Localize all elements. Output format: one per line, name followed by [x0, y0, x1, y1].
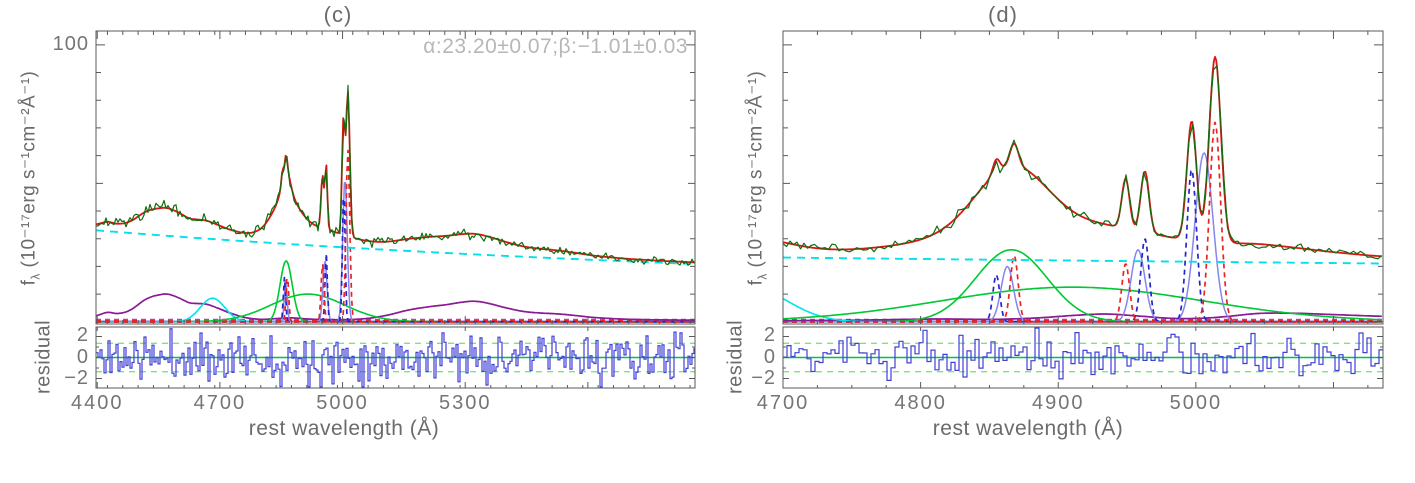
series-oiii5007-wing [783, 121, 1382, 323]
series-total-fit [96, 91, 695, 264]
residual-tick-label: 2 [76, 324, 89, 347]
x-tick-label: 4400 [70, 392, 124, 414]
panel-d-residuals [783, 327, 1383, 381]
series-feii-template [783, 312, 1382, 322]
main-axes-box [95, 30, 696, 325]
panel-d-curves [783, 56, 1382, 323]
series-observed-spectrum [96, 84, 695, 266]
series-fit-residual [783, 327, 1383, 381]
panel-c-residuals [96, 328, 695, 388]
series-oiii4959-core [96, 252, 695, 323]
panel-c-y-axis-label: fλ (10⁻¹⁷erg s⁻¹cm⁻²Å⁻¹) [18, 71, 43, 286]
axis-tick-marks [96, 31, 695, 388]
series-feii-template [96, 293, 695, 321]
x-tick-label: 5000 [1169, 392, 1223, 414]
flux-subscript: λ [756, 273, 770, 280]
residual-tick-label: 0 [763, 345, 776, 368]
series-narrow-hbeta-core [96, 276, 695, 323]
series-powerlaw-continuum [96, 229, 695, 265]
main-axes-box [782, 30, 1384, 325]
series-oiii5007-wing [96, 149, 695, 323]
flux-symbol: f [745, 279, 767, 286]
residual-tick-label: 2 [763, 324, 776, 347]
x-tick-label: 5300 [438, 392, 492, 414]
x-tick-label: 4900 [1031, 392, 1085, 414]
panel-c-x-axis-label: rest wavelength (Å) [248, 417, 440, 440]
panel-d-x-axis-label: rest wavelength (Å) [932, 417, 1124, 440]
series-oiii4959-core [783, 238, 1382, 323]
residual-tick-label: −2 [751, 366, 776, 389]
series-oiii5007-total [783, 152, 1382, 323]
panel-c-title: (c) [323, 2, 353, 27]
series-total-fit [783, 56, 1382, 258]
series-broad-hbeta-wide [783, 286, 1382, 321]
x-tick-label: 5000 [316, 392, 369, 414]
residual-tick-label: 0 [76, 345, 89, 368]
series-narrow-hbeta-wing [96, 277, 695, 323]
panel-d-title: (d) [988, 2, 1018, 27]
powerlaw-fit-annotation: α:23.20±0.07;β:−1.01±0.03 [423, 35, 688, 58]
flux-units: (10⁻¹⁷erg s⁻¹cm⁻²Å⁻¹) [18, 70, 40, 274]
panel-d-residual-axis-label: residual [724, 319, 747, 395]
series-powerlaw-continuum [783, 256, 1382, 265]
panel-d-y-axis-label: fλ (10⁻¹⁷erg s⁻¹cm⁻²Å⁻¹) [745, 71, 770, 286]
series-observed-spectrum [783, 65, 1382, 260]
flux-units: (10⁻¹⁷erg s⁻¹cm⁻²Å⁻¹) [745, 70, 767, 274]
x-tick-label: 4700 [193, 392, 247, 414]
flux-symbol: f [18, 279, 40, 286]
residual-tick-label: −2 [64, 366, 89, 389]
panel-c-residual-axis-label: residual [32, 319, 55, 395]
x-tick-label: 4700 [756, 392, 810, 414]
flux-subscript: λ [29, 273, 43, 280]
series-fit-residual [96, 328, 695, 388]
y-tick-label: 100 [52, 32, 89, 55]
x-tick-label: 4800 [894, 392, 947, 414]
axis-tick-marks [782, 31, 1383, 388]
series-oiii5007-core [783, 169, 1382, 323]
panel-c-curves [96, 84, 695, 323]
